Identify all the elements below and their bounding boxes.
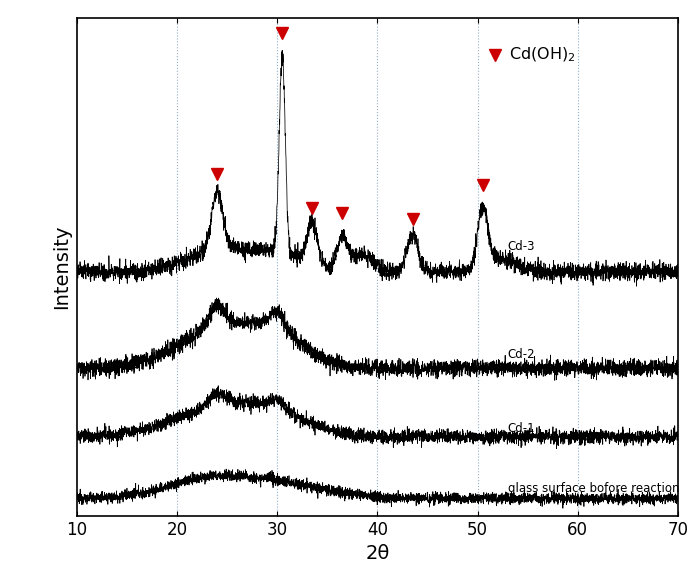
Text: Cd-3: Cd-3 [507, 240, 535, 253]
Text: Cd-1: Cd-1 [507, 421, 535, 435]
Text: Cd(OH)$_2$: Cd(OH)$_2$ [508, 46, 575, 64]
X-axis label: 2θ: 2θ [366, 544, 389, 563]
Text: Cd-2: Cd-2 [507, 348, 535, 361]
Text: glass surface bofore reaction: glass surface bofore reaction [507, 482, 679, 495]
Y-axis label: Intensity: Intensity [52, 224, 71, 309]
